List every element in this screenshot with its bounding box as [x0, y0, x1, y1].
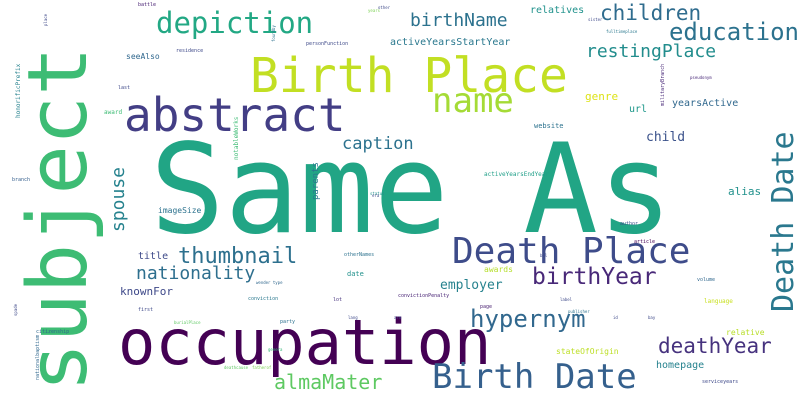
word-url: url [629, 104, 648, 115]
word-battle: battle [138, 2, 157, 8]
word-alias: alias [728, 185, 762, 198]
word-years: years [368, 8, 381, 13]
word-last: last [118, 85, 131, 91]
word-subject: subject [11, 46, 106, 392]
word-lot: lot [333, 297, 343, 303]
word-awards: awards [484, 265, 513, 274]
word-servicesyears: serviceyears [702, 379, 739, 385]
word-parents: parents [311, 162, 321, 200]
word-notableworks: notableWorks [233, 116, 240, 160]
word-branch: branch [12, 177, 31, 183]
word-death-date: Death Date [766, 131, 800, 312]
word-knownfor: knownFor [120, 285, 173, 298]
word-homepage: homepage [656, 360, 705, 371]
word-occupation: occupation [118, 306, 492, 379]
word-label: label [560, 297, 573, 302]
word-other: other [378, 5, 391, 10]
word-arm: arm [394, 315, 402, 320]
word-bbl: bbl [540, 253, 548, 258]
word-stateoforigin: stateOfOrigin [556, 347, 619, 356]
word-pseudonym: pseudonym [690, 75, 712, 80]
word-wendertype: wender type [256, 280, 283, 285]
word-first: first [138, 307, 154, 313]
word-birth-place: Birth Place [250, 48, 568, 104]
word-foundby: foundby [271, 25, 276, 42]
word-sister: sister [588, 17, 603, 22]
word-era: era [372, 193, 380, 198]
word-employer: employer [440, 278, 503, 293]
word-personfunction: personFunction [306, 41, 349, 47]
word-page: page [480, 304, 493, 310]
word-residence: residence [176, 48, 204, 54]
word-thumbnail: thumbnail [178, 244, 298, 269]
word-hypernym: hypernym [470, 305, 586, 333]
word-caption: caption [342, 134, 414, 154]
word-nationality: nationality [136, 263, 256, 284]
word-volume: volume [697, 277, 716, 283]
word-party: party [280, 319, 296, 325]
word-activeyearsendyear: activeYearsEndYear [484, 171, 550, 178]
word-genre: genre [585, 90, 619, 103]
word-deathyear: deathYear [658, 334, 772, 358]
word-fatherof: fatherof [252, 365, 272, 370]
word-award: award [104, 109, 123, 116]
word-name: name [432, 81, 514, 121]
word-imagesize: imageSize [158, 206, 202, 215]
word-genera: genera [268, 347, 283, 352]
word-activeyearsstartyear: activeYearsStartYear [390, 37, 511, 48]
word-abstract: abstract [124, 88, 346, 142]
word-fulltimeplace: fulltimeplace [606, 29, 638, 34]
word-lang: lang [348, 315, 358, 320]
word-birthyear: birthYear [532, 264, 657, 290]
word-relatives: relatives [530, 5, 585, 16]
word-date: date [347, 270, 364, 278]
word-militarybranch: militaryBranch [660, 63, 666, 106]
word-publisher: publisher [568, 309, 590, 314]
word-restingplace: restingPlace [586, 41, 717, 62]
word-title: title [138, 251, 169, 262]
word-death-place: Death Place [452, 231, 691, 272]
word-almamater: almaMater [274, 370, 383, 394]
word-website: website [534, 122, 564, 130]
word-children: children [600, 1, 702, 25]
word-spouse: spouse [108, 166, 129, 232]
word-spade: spade [13, 303, 18, 316]
word-depiction: depiction [156, 6, 314, 40]
word-othernames: otherNames [344, 252, 375, 258]
word-place: place [43, 13, 48, 26]
word-burialplace: burialPlace [174, 320, 201, 325]
word-child: child [646, 130, 686, 145]
word-citizenship: citizenship [36, 329, 70, 335]
word-honorificprefix: honorificPrefix [15, 63, 22, 118]
word-yearsactive: yearsActive [672, 98, 739, 109]
word-deathcause: deathcause [224, 365, 249, 370]
word-conviction: conviction [248, 296, 279, 302]
word-birthname: birthName [410, 10, 508, 31]
word-article: article [634, 239, 656, 245]
word-convictionpenalty: convictionPenalty [398, 293, 450, 299]
word-author: author [620, 221, 639, 227]
word-birth-date: Birth Date [432, 357, 637, 397]
word-relative: relative [726, 328, 765, 337]
word-status: status [370, 191, 385, 196]
word-education: education [668, 18, 799, 46]
word-seealso: seeAlso [126, 52, 160, 61]
word-same-as: Same As [150, 118, 673, 262]
word-bay: bay [648, 315, 656, 320]
word-nationalbaptism: nationalbaptism [35, 334, 41, 380]
word-id: id [613, 315, 618, 320]
word-language: language [704, 298, 733, 305]
